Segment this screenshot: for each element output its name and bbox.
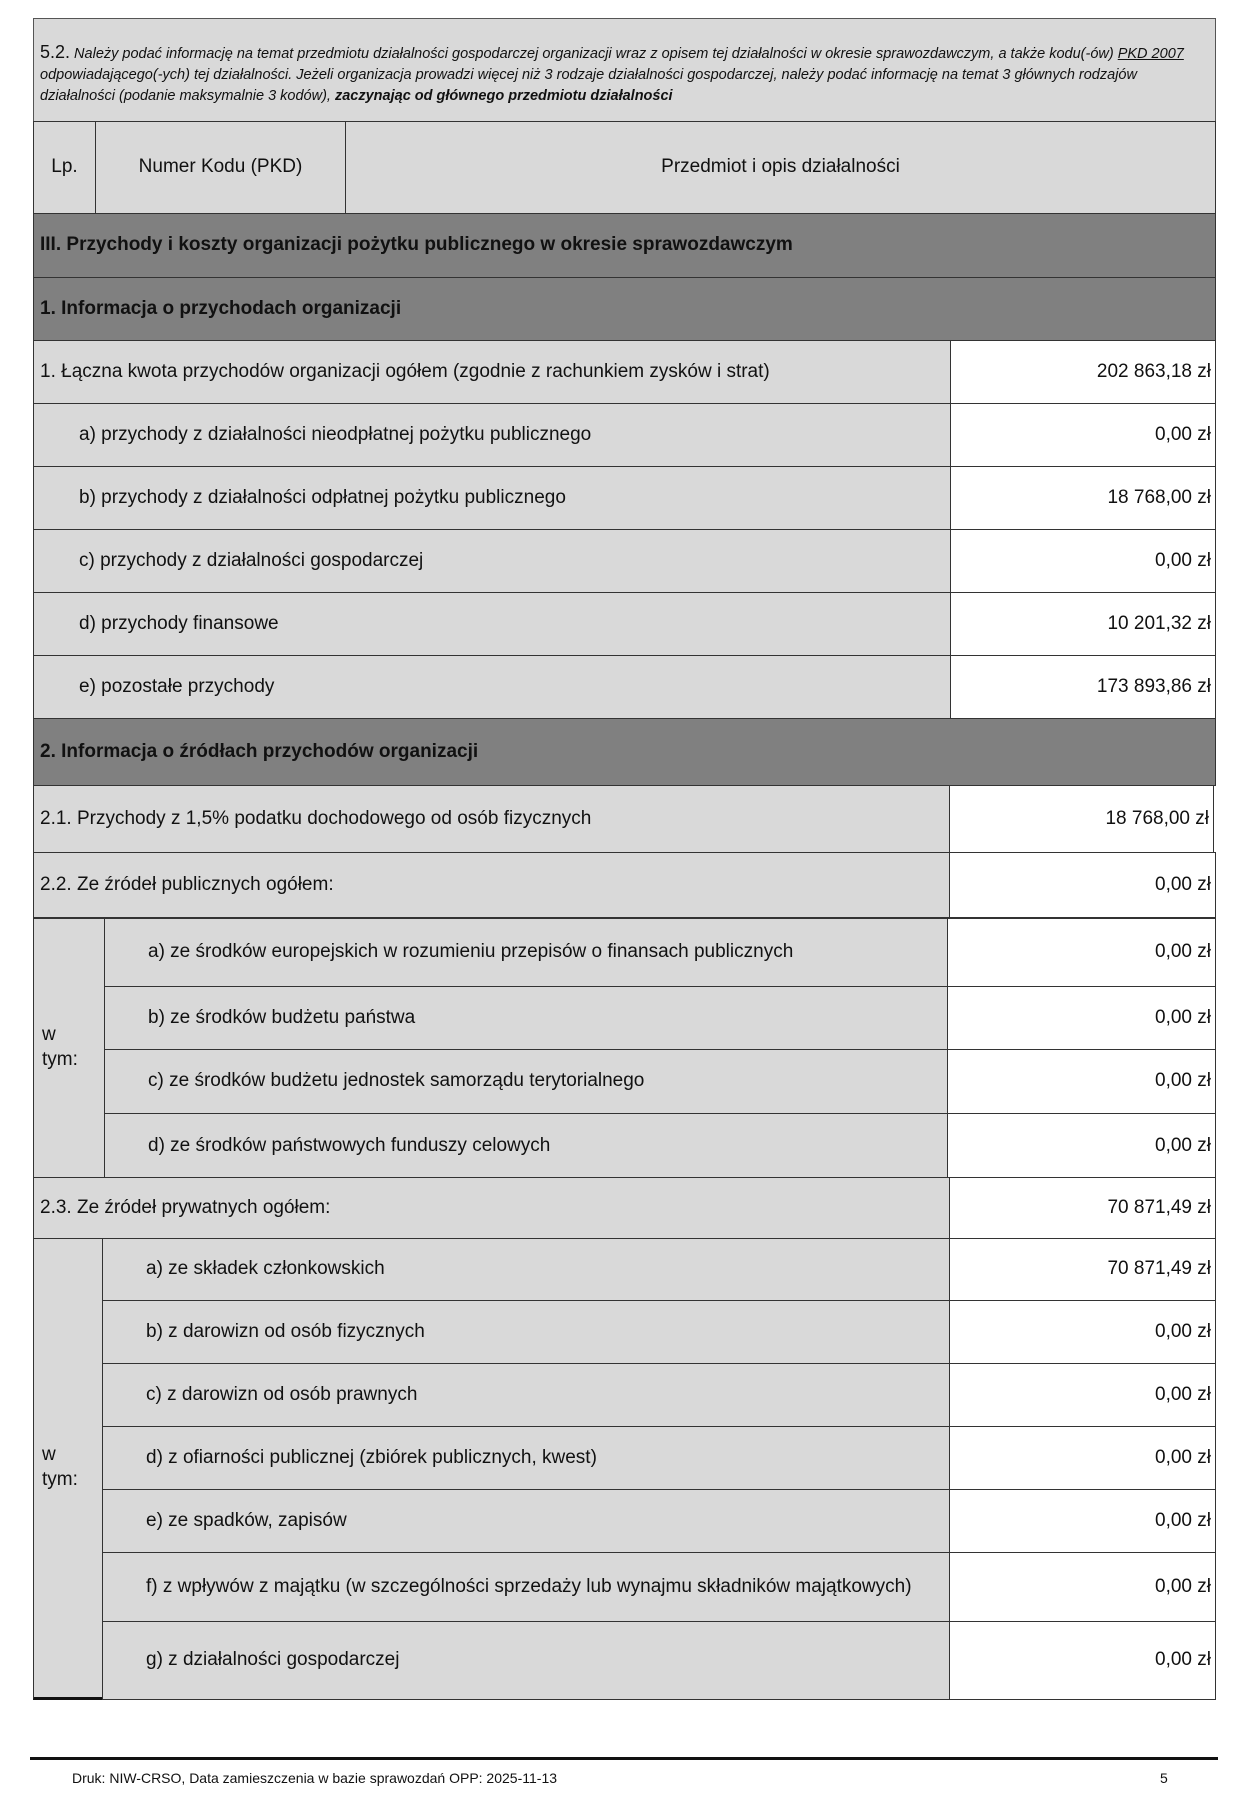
private-source-row-value: 0,00 zł (949, 1363, 1216, 1427)
income-row-label: c) przychody z działalności gospodarczej (33, 529, 951, 593)
income-row-label: d) przychody finansowe (33, 592, 951, 656)
private-source-row-value: 0,00 zł (949, 1426, 1216, 1490)
private-label: 2.3. Ze źródeł prywatnych ogółem: (33, 1177, 950, 1239)
public-source-row-value: 0,00 zł (947, 986, 1216, 1050)
public-of-which-label: w tym: (33, 918, 105, 1178)
col-header-description: Przedmiot i opis działalności (345, 121, 1216, 214)
private-of-which-label: w tym: (33, 1238, 103, 1700)
pkd-2007-link[interactable]: PKD 2007 (1117, 46, 1184, 62)
col-header-lp: Lp. (33, 121, 96, 214)
instruction-text: Należy podać informację na temat przedmi… (70, 46, 1118, 62)
private-source-row-value: 0,00 zł (949, 1621, 1216, 1700)
income-title: 1. Informacja o przychodach organizacji (33, 277, 1216, 341)
private-source-row-label: c) z darowizn od osób prawnych (102, 1363, 950, 1427)
income-row-value: 202 863,18 zł (950, 340, 1216, 404)
private-value: 70 871,49 zł (949, 1177, 1216, 1239)
public-value: 0,00 zł (949, 852, 1216, 918)
public-source-row-value: 0,00 zł (947, 1049, 1216, 1114)
private-source-row-value: 70 871,49 zł (949, 1238, 1216, 1301)
income-row-value: 0,00 zł (950, 403, 1216, 467)
footer-print-info: Druk: NIW-CRSO, Data zamieszczenia w baz… (72, 1770, 558, 1786)
private-source-row-label: b) z darowizn od osób fizycznych (102, 1300, 950, 1364)
private-source-row-value: 0,00 zł (949, 1300, 1216, 1364)
public-source-row-label: a) ze środków europejskich w rozumieniu … (104, 918, 948, 987)
income-row-value: 0,00 zł (950, 529, 1216, 593)
footer-divider (30, 1757, 1218, 1760)
public-source-row-label: c) ze środków budżetu jednostek samorząd… (104, 1049, 948, 1114)
private-source-row-label: g) z działalności gospodarczej (102, 1621, 950, 1700)
tax-label: 2.1. Przychody z 1,5% podatku dochodoweg… (33, 785, 950, 853)
income-row-label: e) pozostałe przychody (33, 655, 951, 719)
income-row-value: 10 201,32 zł (950, 592, 1216, 656)
private-source-row-label: d) z ofiarności publicznej (zbiórek publ… (102, 1426, 950, 1490)
of-which-text: w tym: (42, 1444, 78, 1490)
instruction-text: odpowiadającego(-ych) tej działalności. … (40, 67, 1137, 105)
tax-value: 18 768,00 zł (949, 785, 1214, 853)
instruction-emphasis: zaczynając od głównego przedmiotu działa… (334, 88, 673, 105)
income-row-label: b) przychody z działalności odpłatnej po… (33, 466, 951, 530)
income-row-value: 173 893,86 zł (950, 655, 1216, 719)
section-3-title: III. Przychody i koszty organizacji poży… (33, 213, 1216, 278)
income-row-label: 1. Łączna kwota przychodów organizacji o… (33, 340, 951, 404)
private-source-row-label: e) ze spadków, zapisów (102, 1489, 950, 1553)
public-source-row-value: 0,00 zł (947, 1113, 1216, 1179)
public-label: 2.2. Ze źródeł publicznych ogółem: (33, 852, 950, 918)
income-row-label: a) przychody z działalności nieodpłatnej… (33, 403, 951, 467)
section-number: 5.2. (40, 42, 71, 62)
income-row-value: 18 768,00 zł (950, 466, 1216, 530)
footer-page-number: 5 (1160, 1770, 1168, 1786)
section-5-2-instructions: 5.2. Należy podać informację na temat pr… (33, 18, 1216, 122)
of-which-text: w tym: (42, 1024, 78, 1070)
public-source-row-label: b) ze środków budżetu państwa (104, 986, 948, 1050)
col-header-pkd-code: Numer Kodu (PKD) (95, 121, 346, 214)
private-source-row-label: a) ze składek członkowskich (102, 1238, 950, 1301)
private-source-row-value: 0,00 zł (949, 1489, 1216, 1553)
sources-title: 2. Informacja o źródłach przychodów orga… (33, 718, 1216, 786)
public-source-row-value: 0,00 zł (947, 918, 1216, 987)
public-source-row-label: d) ze środków państwowych funduszy celow… (104, 1113, 948, 1179)
private-source-row-value: 0,00 zł (949, 1552, 1216, 1622)
private-source-row-label: f) z wpływów z majątku (w szczególności … (102, 1552, 950, 1622)
